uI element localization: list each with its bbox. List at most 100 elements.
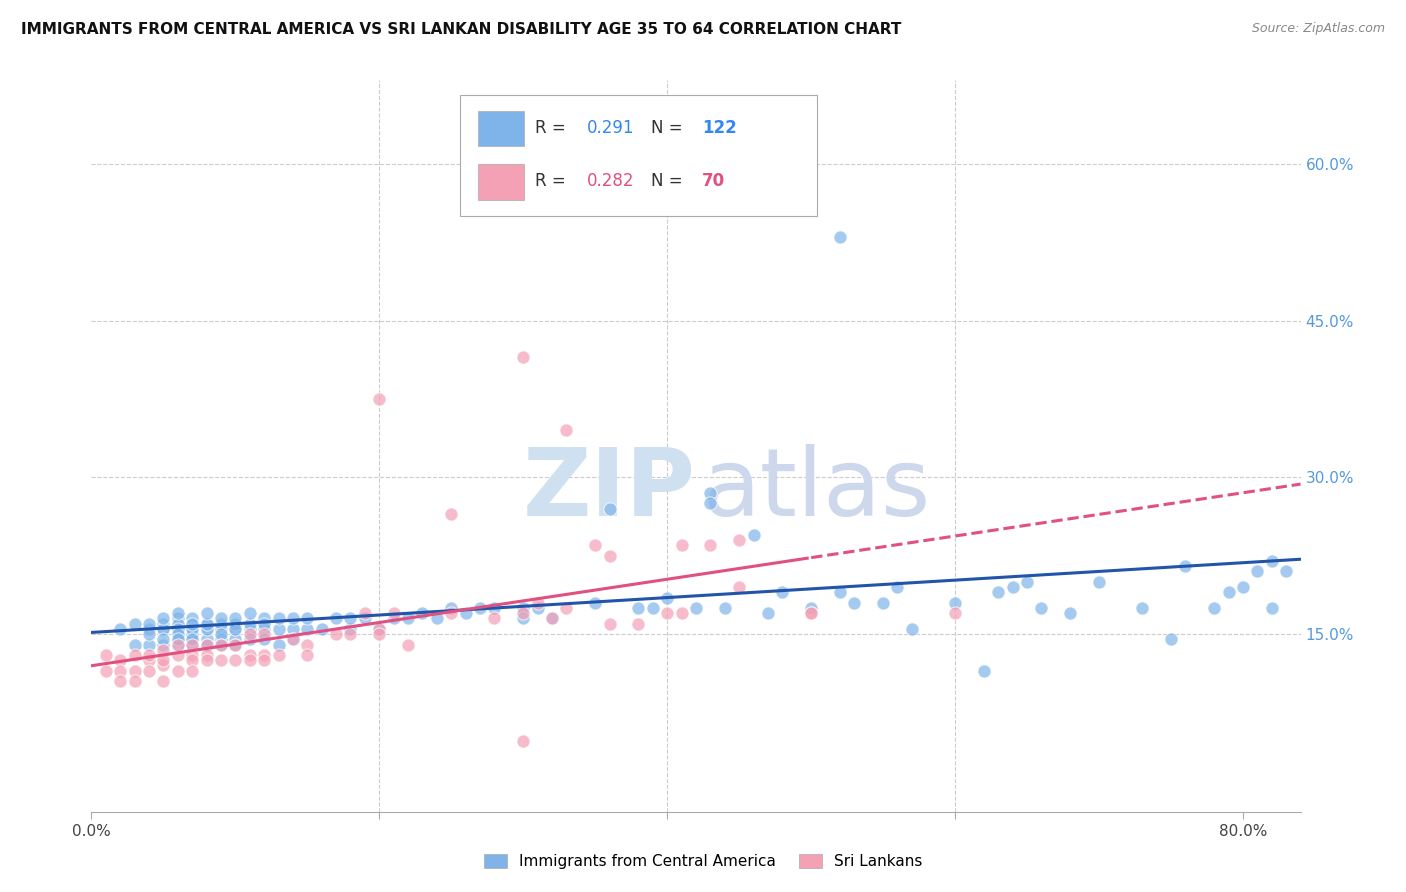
Point — [138, 653, 160, 667]
Point — [181, 627, 204, 641]
Point — [440, 507, 463, 521]
Point — [166, 638, 188, 652]
Point — [872, 596, 894, 610]
Point — [152, 632, 174, 647]
Point — [354, 606, 377, 620]
Point — [1059, 606, 1081, 620]
Point — [224, 638, 246, 652]
Text: N =: N = — [651, 119, 688, 136]
Point — [152, 642, 174, 657]
Point — [166, 611, 188, 625]
Point — [1015, 574, 1038, 589]
Text: 0.282: 0.282 — [588, 172, 634, 190]
Point — [166, 664, 188, 678]
Point — [209, 627, 232, 641]
Point — [297, 611, 319, 625]
Point — [800, 606, 823, 620]
Point — [239, 627, 262, 641]
Point — [181, 611, 204, 625]
Point — [484, 601, 506, 615]
Point — [583, 538, 606, 552]
Point — [671, 606, 693, 620]
FancyBboxPatch shape — [460, 95, 817, 216]
Point — [728, 199, 751, 213]
Text: R =: R = — [536, 172, 571, 190]
Point — [396, 611, 419, 625]
Point — [108, 664, 131, 678]
Point — [828, 230, 851, 244]
Point — [166, 638, 188, 652]
Point — [901, 622, 924, 636]
Point — [297, 638, 319, 652]
Point — [1174, 559, 1197, 574]
Point — [311, 622, 333, 636]
Point — [138, 622, 160, 636]
Point — [152, 658, 174, 673]
Point — [181, 638, 204, 652]
Point — [209, 653, 232, 667]
Point — [555, 601, 578, 615]
Point — [124, 648, 146, 662]
Point — [468, 601, 491, 615]
Point — [281, 622, 304, 636]
Point — [770, 585, 793, 599]
Point — [166, 648, 188, 662]
Point — [152, 622, 174, 636]
Point — [382, 606, 405, 620]
Point — [512, 733, 534, 747]
Point — [382, 611, 405, 625]
Point — [195, 622, 218, 636]
Point — [1218, 585, 1240, 599]
Point — [699, 538, 721, 552]
Point — [195, 632, 218, 647]
Point — [253, 627, 276, 641]
Point — [124, 674, 146, 689]
Point — [195, 648, 218, 662]
Text: 122: 122 — [702, 119, 737, 136]
Point — [181, 632, 204, 647]
Point — [224, 632, 246, 647]
Point — [166, 622, 188, 636]
Point — [1001, 580, 1024, 594]
Point — [1130, 601, 1153, 615]
Point — [181, 638, 204, 652]
Point — [152, 611, 174, 625]
Point — [94, 664, 117, 678]
Point — [297, 648, 319, 662]
Point — [239, 648, 262, 662]
Point — [325, 611, 347, 625]
Point — [800, 601, 823, 615]
Point — [1275, 565, 1298, 579]
Point — [728, 580, 751, 594]
Point — [166, 632, 188, 647]
Point — [713, 601, 735, 615]
Point — [267, 648, 290, 662]
Point — [152, 674, 174, 689]
Point — [800, 606, 823, 620]
Point — [209, 638, 232, 652]
Point — [1246, 565, 1268, 579]
Point — [224, 611, 246, 625]
Point — [209, 622, 232, 636]
Point — [239, 606, 262, 620]
Point — [138, 627, 160, 641]
Point — [671, 538, 693, 552]
Point — [209, 616, 232, 631]
Point — [166, 606, 188, 620]
Point — [728, 533, 751, 547]
Text: IMMIGRANTS FROM CENTRAL AMERICA VS SRI LANKAN DISABILITY AGE 35 TO 64 CORRELATIO: IMMIGRANTS FROM CENTRAL AMERICA VS SRI L… — [21, 22, 901, 37]
Point — [181, 622, 204, 636]
Point — [152, 622, 174, 636]
Point — [1261, 554, 1284, 568]
Point — [526, 596, 548, 610]
Point — [224, 653, 246, 667]
Point — [138, 664, 160, 678]
Point — [828, 585, 851, 599]
Point — [339, 622, 361, 636]
Point — [166, 616, 188, 631]
FancyBboxPatch shape — [478, 111, 524, 146]
Point — [138, 648, 160, 662]
Point — [152, 638, 174, 652]
Point — [94, 648, 117, 662]
Point — [599, 549, 621, 563]
